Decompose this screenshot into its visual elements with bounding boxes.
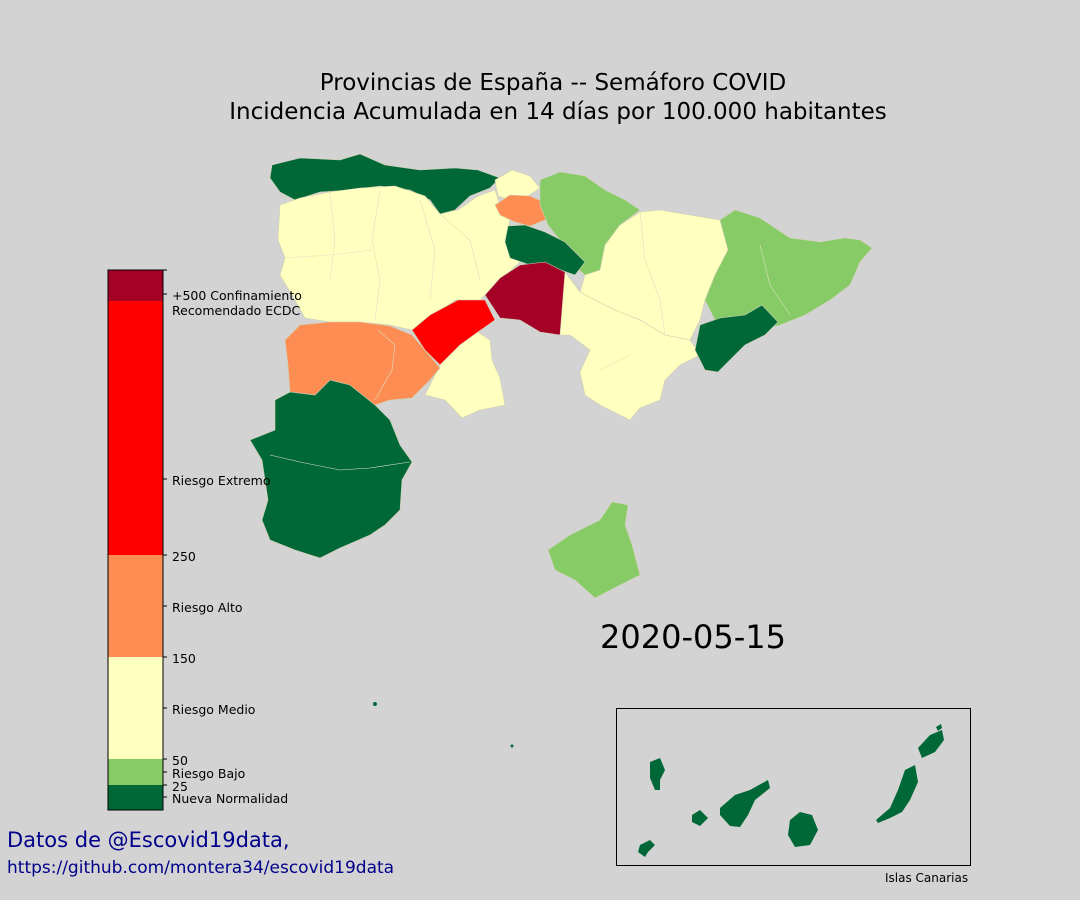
province-castilla-mancha <box>424 331 506 419</box>
map-title-line2: Incidencia Acumulada en 14 días por 100.… <box>229 99 887 125</box>
island-tenerife <box>720 780 770 827</box>
legend-tick-50: 50 <box>172 753 188 768</box>
legend-label-confinamiento-1: +500 Confinamiento <box>172 288 302 303</box>
legend-label-alto: Riesgo Alto <box>172 600 243 615</box>
legend-label-medio: Riesgo Medio <box>172 702 256 717</box>
island-la-gomera <box>692 810 708 826</box>
province-extremadura <box>249 379 413 559</box>
legend-label-extremo: Riesgo Extremo <box>172 473 271 488</box>
province-orange-north <box>494 194 551 227</box>
island-lanzarote <box>918 730 944 758</box>
data-source-link[interactable]: https://github.com/montera34/escovid19da… <box>7 858 395 878</box>
province-catalonia <box>704 209 873 331</box>
island-el-hierro <box>638 840 655 857</box>
legend-colorbar <box>107 269 167 811</box>
legend-tick-25: 25 <box>172 779 188 794</box>
province-murcia <box>547 501 641 599</box>
province-cuenca-teruel <box>559 271 701 421</box>
legend-tick-250: 250 <box>172 549 196 564</box>
data-credit: Datos de @Escovid19data, <box>7 828 290 852</box>
legend-band-bajo <box>108 759 163 785</box>
province-soria <box>504 224 586 276</box>
province-borders <box>269 189 791 471</box>
island-gran-canaria <box>788 812 818 847</box>
legend-label-bajo: Riesgo Bajo <box>172 766 246 781</box>
legend-band-medio <box>108 657 163 759</box>
map-title-line1: Provincias de España -- Semáforo COVID <box>319 70 787 96</box>
legend-tick-150: 150 <box>172 651 196 666</box>
date-label: 2020-05-15 <box>600 618 786 656</box>
legend-label-normalidad: Nueva Normalidad <box>172 791 289 806</box>
provinces <box>249 153 873 599</box>
islet-alegranza <box>936 724 942 731</box>
canary-islands-label: Islas Canarias <box>885 871 969 885</box>
islet-1 <box>373 702 377 706</box>
province-north-coast <box>269 153 501 215</box>
legend-band-normalidad <box>108 785 163 810</box>
canary-islands-inset-frame <box>616 708 971 866</box>
province-madrid <box>411 299 496 366</box>
canary-islands <box>638 724 944 857</box>
island-fuerteventura <box>876 765 918 823</box>
legend-label-confinamiento-2: Recomendado ECDC <box>172 303 301 318</box>
island-la-palma <box>650 758 665 790</box>
province-vasco <box>494 169 541 201</box>
legend-band-confinamiento <box>108 270 163 301</box>
islet-2 <box>510 744 514 748</box>
legend-band-alto <box>108 555 163 657</box>
province-valencia <box>694 304 779 373</box>
legend-band-extremo <box>108 301 163 555</box>
